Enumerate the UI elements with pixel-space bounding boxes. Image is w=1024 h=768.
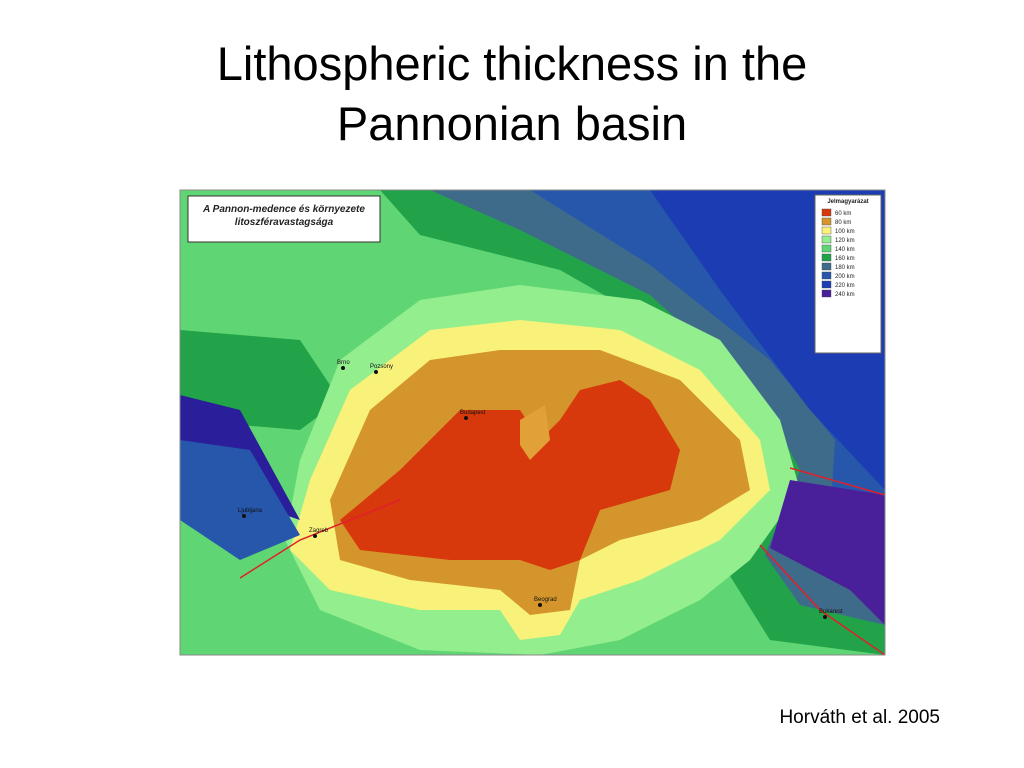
legend-swatch [821, 262, 832, 271]
legend-label: 140 km [835, 247, 855, 253]
city-label: Pozsony [370, 364, 393, 370]
legend-swatch [821, 289, 832, 298]
cities: Brno Pozsony Budapest Ljubljana Zagreb Beogra… [238, 360, 843, 619]
city-dot [341, 366, 345, 370]
legend-label: 160 km [835, 256, 855, 262]
legend-label: 200 km [835, 274, 855, 280]
city-label: Zagreb [309, 528, 329, 534]
legend-swatch [821, 208, 832, 217]
legend-label: 60 km [835, 211, 851, 217]
legend-swatch [821, 217, 832, 226]
city-label: Bukarest [819, 609, 843, 615]
legend-swatch [821, 244, 832, 253]
city-label: Budapest [460, 410, 486, 416]
city-dot [313, 534, 317, 538]
city-label: Ljubljana [238, 508, 263, 514]
map-frame [179, 189, 886, 656]
legend-label: 220 km [835, 283, 855, 289]
city-dot [823, 615, 827, 619]
map-regions [180, 190, 885, 655]
legend-label: 180 km [835, 265, 855, 271]
city-dot [538, 603, 542, 607]
map-title: A Pannon-medence és környezete litoszféra… [202, 204, 365, 228]
map-title-line: A Pannon-medence és környezete [202, 204, 365, 215]
legend-swatch [821, 253, 832, 262]
legend-label: 100 km [835, 229, 855, 235]
map-title-box [187, 195, 381, 243]
city-dot [464, 416, 468, 420]
legend-label: 120 km [835, 238, 855, 244]
city-dot [242, 514, 246, 518]
legend-label: 80 km [835, 220, 851, 226]
city-label: Beograd [534, 597, 557, 603]
legend-swatch [821, 226, 832, 235]
city-dot [374, 370, 378, 374]
city-label: Brno [337, 360, 350, 366]
legend-swatch [821, 235, 832, 244]
slide-title: Lithospheric thickness in the Pannonian … [216, 37, 808, 150]
legend-swatch [821, 280, 832, 289]
legend: 60 km 80 km 100 km 120 km 140 km 160 km 180 km… [821, 208, 855, 298]
legend-swatch [821, 271, 832, 280]
legend-label: 240 km [835, 292, 855, 298]
citation: Horváth et al. 2005 [779, 707, 940, 728]
legend-title: Jelmagyarázat [827, 199, 868, 205]
map-title-line: litoszféravastagsága [235, 217, 334, 228]
